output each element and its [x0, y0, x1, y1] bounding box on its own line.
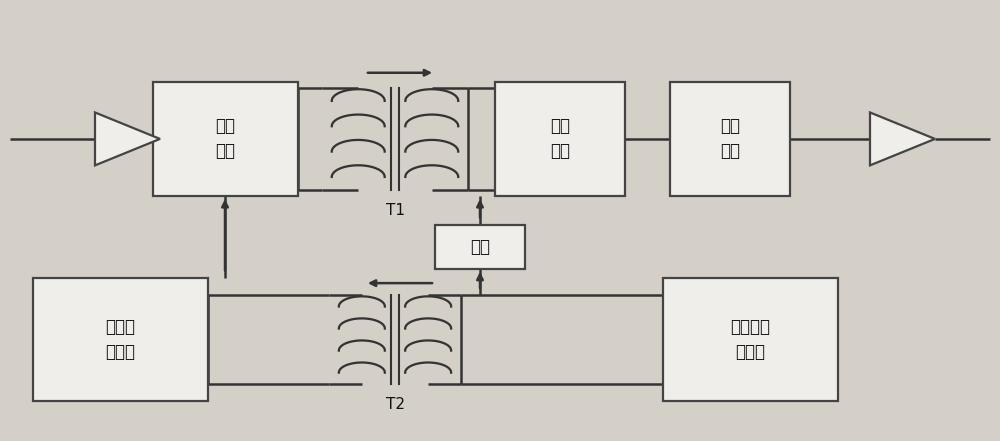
Text: 斩波
调制: 斩波 调制 — [215, 117, 235, 161]
Text: 延时: 延时 — [470, 238, 490, 256]
Text: T1: T1 — [386, 203, 404, 218]
Text: 电源方波
振荡器: 电源方波 振荡器 — [730, 318, 770, 361]
Text: 低通
滤波: 低通 滤波 — [720, 117, 740, 161]
Text: 隔离直
流供电: 隔离直 流供电 — [105, 318, 135, 361]
Text: T2: T2 — [386, 397, 404, 412]
Bar — [495, 82, 625, 196]
Text: 斩波
解调: 斩波 解调 — [550, 117, 570, 161]
Bar — [153, 82, 298, 196]
Bar — [670, 82, 790, 196]
Bar — [662, 278, 838, 401]
Bar — [435, 225, 525, 269]
Polygon shape — [870, 112, 935, 165]
Bar — [32, 278, 208, 401]
Polygon shape — [95, 112, 160, 165]
